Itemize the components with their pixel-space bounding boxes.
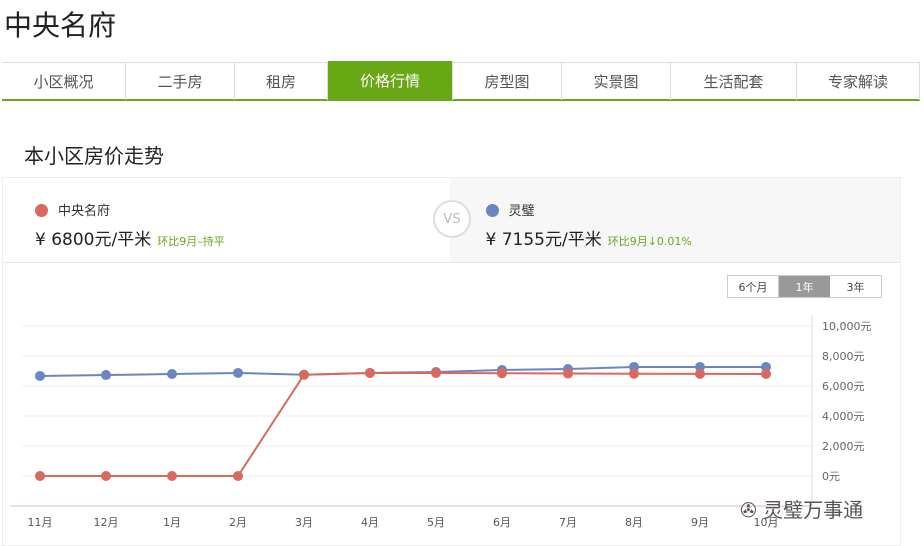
tab-3[interactable]: 价格行情 (328, 61, 453, 100)
data-point-1-10 (695, 361, 705, 372)
compare-left: 中央名府 ¥ 6800元/平米 环比9月–持平 (3, 178, 450, 262)
right-name: 灵璧 (508, 204, 535, 219)
data-point-1-3 (233, 367, 243, 378)
x-tick-label: 3月 (295, 516, 313, 529)
left-name: 中央名府 (58, 204, 111, 219)
compare-right: 灵璧 ¥ 7155元/平米 环比9月↓0.01% (449, 178, 900, 262)
y-tick-label: 4,000元 (822, 410, 865, 423)
vs-badge: VS (433, 200, 471, 238)
page-title: 中央名府 (4, 9, 117, 42)
data-point-0-4 (299, 369, 309, 380)
right-change: 环比9月↓0.01% (607, 235, 692, 248)
tab-5[interactable]: 实景图 (562, 63, 671, 100)
price-trend-panel: 中央名府 ¥ 6800元/平米 环比9月–持平 灵璧 ¥ 7155元/平米 环比9月… (2, 177, 901, 546)
watermark-text: 灵璧万事通 (763, 498, 864, 522)
compare-header: 中央名府 ¥ 6800元/平米 环比9月–持平 灵璧 ¥ 7155元/平米 环比9月… (3, 178, 900, 263)
x-tick-label: 11月 (28, 516, 53, 529)
x-tick-label: 4月 (361, 516, 379, 529)
data-point-0-0 (35, 471, 45, 481)
legend-dot-right (485, 204, 499, 217)
data-point-0-5 (365, 367, 375, 378)
data-point-0-3 (233, 471, 243, 481)
range-selector: 6个月 1年 3年 (727, 275, 882, 298)
section-title: 本小区房价走势 (24, 144, 164, 168)
x-tick-label: 1月 (163, 516, 181, 529)
tab-0[interactable]: 小区概况 (2, 63, 126, 100)
range-3-years-button[interactable]: 3年 (846, 280, 865, 294)
y-tick-label: 10,000元 (822, 320, 872, 333)
left-change: 环比9月–持平 (157, 235, 225, 248)
series-line-0 (40, 371, 767, 477)
data-point-0-2 (167, 471, 177, 481)
data-point-1-0 (35, 370, 45, 381)
data-point-0-8 (563, 368, 573, 379)
data-point-0-9 (629, 368, 639, 379)
data-point-0-10 (695, 368, 705, 379)
data-point-0-7 (497, 368, 507, 379)
data-point-0-1 (101, 471, 111, 481)
x-tick-label: 7月 (559, 516, 577, 529)
y-tick-label: 6,000元 (822, 380, 865, 393)
left-price: ¥ 6800元/平米 (35, 230, 152, 250)
tab-4[interactable]: 房型图 (453, 63, 562, 100)
x-tick-label: 6月 (493, 516, 511, 529)
watermark: ✇ 灵璧万事通 (740, 498, 864, 522)
x-tick-label: 9月 (691, 516, 709, 529)
x-tick-label: 8月 (625, 516, 643, 529)
tab-1[interactable]: 二手房 (126, 63, 235, 100)
y-tick-label: 0元 (822, 470, 840, 483)
x-tick-label: 10月 (754, 516, 779, 529)
x-tick-label: 5月 (427, 516, 445, 529)
data-point-0-6 (431, 367, 441, 378)
data-point-0-11 (761, 369, 771, 379)
y-tick-label: 8,000元 (822, 350, 865, 363)
data-point-1-11 (761, 361, 771, 372)
x-tick-label: 12月 (94, 516, 119, 529)
tab-2[interactable]: 租房 (235, 63, 328, 100)
x-tick-label: 2月 (229, 516, 247, 529)
y-tick-label: 2,000元 (822, 440, 865, 453)
tab-bar: 小区概况 二手房 租房 价格行情 房型图 实景图 生活配套 专家解读 (2, 61, 920, 101)
tab-6[interactable]: 生活配套 (671, 63, 797, 100)
data-point-1-2 (167, 369, 177, 379)
tab-7[interactable]: 专家解读 (797, 63, 920, 100)
range-1-year-button[interactable]: 1年 (779, 276, 830, 297)
data-point-1-1 (101, 370, 111, 381)
range-6-months-button[interactable]: 6个月 (728, 276, 779, 297)
legend-dot-left (35, 204, 48, 217)
right-price: ¥ 7155元/平米 (485, 230, 602, 250)
